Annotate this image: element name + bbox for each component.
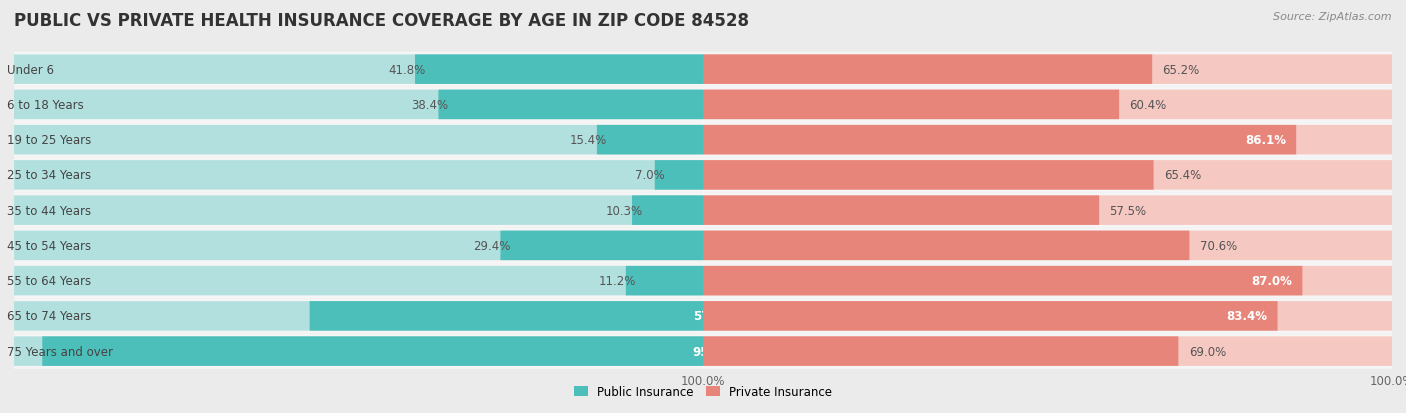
FancyBboxPatch shape — [14, 55, 703, 85]
Text: 25 to 34 Years: 25 to 34 Years — [7, 169, 91, 182]
Text: 69.0%: 69.0% — [1188, 345, 1226, 358]
FancyBboxPatch shape — [703, 301, 1392, 331]
Text: 38.4%: 38.4% — [412, 99, 449, 112]
Text: PUBLIC VS PRIVATE HEALTH INSURANCE COVERAGE BY AGE IN ZIP CODE 84528: PUBLIC VS PRIVATE HEALTH INSURANCE COVER… — [14, 12, 749, 30]
Text: 83.4%: 83.4% — [1226, 310, 1267, 323]
FancyBboxPatch shape — [439, 90, 703, 120]
FancyBboxPatch shape — [14, 161, 703, 190]
FancyBboxPatch shape — [703, 266, 1392, 296]
Text: 10.3%: 10.3% — [605, 204, 643, 217]
FancyBboxPatch shape — [14, 301, 703, 331]
FancyBboxPatch shape — [14, 228, 703, 263]
Text: 65.2%: 65.2% — [1163, 64, 1199, 76]
FancyBboxPatch shape — [703, 299, 1392, 334]
FancyBboxPatch shape — [703, 126, 1296, 155]
FancyBboxPatch shape — [14, 52, 703, 88]
FancyBboxPatch shape — [309, 301, 703, 331]
FancyBboxPatch shape — [14, 263, 703, 299]
FancyBboxPatch shape — [703, 337, 1392, 366]
FancyBboxPatch shape — [14, 158, 703, 193]
Text: 19 to 25 Years: 19 to 25 Years — [7, 134, 91, 147]
FancyBboxPatch shape — [14, 299, 703, 334]
FancyBboxPatch shape — [14, 196, 703, 225]
Text: 60.4%: 60.4% — [1129, 99, 1167, 112]
Text: 29.4%: 29.4% — [474, 239, 510, 252]
FancyBboxPatch shape — [14, 123, 703, 158]
FancyBboxPatch shape — [703, 90, 1119, 120]
FancyBboxPatch shape — [633, 196, 703, 225]
FancyBboxPatch shape — [703, 52, 1392, 88]
Text: 65.4%: 65.4% — [1164, 169, 1201, 182]
FancyBboxPatch shape — [14, 231, 703, 261]
Text: 11.2%: 11.2% — [599, 275, 636, 287]
FancyBboxPatch shape — [703, 266, 1302, 296]
FancyBboxPatch shape — [626, 266, 703, 296]
Text: Source: ZipAtlas.com: Source: ZipAtlas.com — [1274, 12, 1392, 22]
FancyBboxPatch shape — [703, 334, 1392, 369]
FancyBboxPatch shape — [14, 337, 703, 366]
FancyBboxPatch shape — [703, 231, 1189, 261]
FancyBboxPatch shape — [14, 126, 703, 155]
FancyBboxPatch shape — [598, 126, 703, 155]
Text: 95.9%: 95.9% — [693, 345, 734, 358]
Text: 55 to 64 Years: 55 to 64 Years — [7, 275, 91, 287]
Text: 57.5%: 57.5% — [1109, 204, 1147, 217]
FancyBboxPatch shape — [703, 193, 1392, 228]
Text: 45 to 54 Years: 45 to 54 Years — [7, 239, 91, 252]
FancyBboxPatch shape — [703, 228, 1392, 263]
FancyBboxPatch shape — [703, 90, 1392, 120]
FancyBboxPatch shape — [703, 196, 1392, 225]
FancyBboxPatch shape — [14, 88, 703, 123]
Legend: Public Insurance, Private Insurance: Public Insurance, Private Insurance — [569, 381, 837, 403]
FancyBboxPatch shape — [703, 263, 1392, 299]
Text: 6 to 18 Years: 6 to 18 Years — [7, 99, 84, 112]
FancyBboxPatch shape — [501, 231, 703, 261]
Text: 75 Years and over: 75 Years and over — [7, 345, 112, 358]
FancyBboxPatch shape — [703, 196, 1099, 225]
FancyBboxPatch shape — [703, 301, 1278, 331]
Text: 65 to 74 Years: 65 to 74 Years — [7, 310, 91, 323]
Text: 41.8%: 41.8% — [388, 64, 426, 76]
FancyBboxPatch shape — [14, 193, 703, 228]
Text: 15.4%: 15.4% — [569, 134, 607, 147]
Text: 57.1%: 57.1% — [693, 310, 734, 323]
FancyBboxPatch shape — [703, 123, 1392, 158]
Text: Under 6: Under 6 — [7, 64, 55, 76]
FancyBboxPatch shape — [42, 337, 703, 366]
Text: 86.1%: 86.1% — [1244, 134, 1286, 147]
FancyBboxPatch shape — [703, 126, 1392, 155]
FancyBboxPatch shape — [703, 337, 1178, 366]
Text: 70.6%: 70.6% — [1199, 239, 1237, 252]
FancyBboxPatch shape — [14, 334, 703, 369]
FancyBboxPatch shape — [14, 266, 703, 296]
Text: 7.0%: 7.0% — [636, 169, 665, 182]
Text: 87.0%: 87.0% — [1251, 275, 1292, 287]
FancyBboxPatch shape — [703, 88, 1392, 123]
FancyBboxPatch shape — [703, 231, 1392, 261]
FancyBboxPatch shape — [655, 161, 703, 190]
FancyBboxPatch shape — [415, 55, 703, 85]
FancyBboxPatch shape — [703, 158, 1392, 193]
FancyBboxPatch shape — [703, 161, 1153, 190]
FancyBboxPatch shape — [703, 55, 1152, 85]
FancyBboxPatch shape — [703, 55, 1392, 85]
FancyBboxPatch shape — [14, 90, 703, 120]
FancyBboxPatch shape — [703, 161, 1392, 190]
Text: 35 to 44 Years: 35 to 44 Years — [7, 204, 91, 217]
